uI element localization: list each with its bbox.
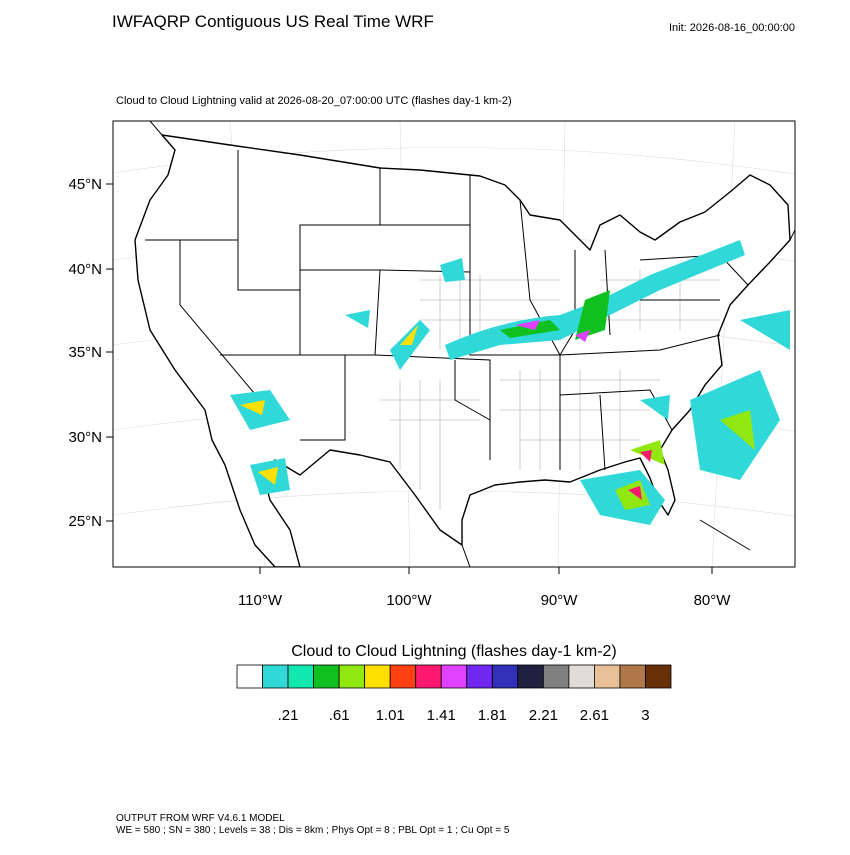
colorbar-swatch <box>645 664 672 689</box>
lat-label: 35°N <box>68 344 102 361</box>
colorbar-swatch <box>287 664 314 689</box>
colorbar-swatch <box>338 664 366 689</box>
colorbar-label: 1.01 <box>376 707 405 724</box>
colorbar-swatch <box>517 664 544 689</box>
colorbar-label: 2.21 <box>529 707 558 724</box>
colorbar-swatch <box>491 664 519 689</box>
lat-label: 30°N <box>68 429 102 446</box>
county-lines <box>380 270 720 510</box>
colorbar-swatch <box>568 664 595 689</box>
lightning-field <box>230 240 790 525</box>
lon-label: 100°W <box>386 592 432 609</box>
colorbar-label: .61 <box>329 707 350 724</box>
init-time: Init: 2026-08-16_00:00:00 <box>669 22 795 34</box>
lat-label: 45°N <box>68 176 102 193</box>
title: IWFAQRP Contiguous US Real Time WRF <box>112 12 434 31</box>
colorbar-label: 3 <box>641 707 649 724</box>
colorbar-swatch <box>364 664 391 689</box>
colorbar-swatch <box>594 664 621 689</box>
colorbar-labels: .21 .61 1.01 1.41 1.81 2.21 2.61 3 <box>278 707 650 724</box>
colorbar-swatch <box>415 664 442 689</box>
colorbar-swatch <box>619 664 646 689</box>
colorbar-swatch <box>262 664 289 689</box>
colorbar-swatch <box>542 664 570 689</box>
map-frame <box>112 120 796 568</box>
colorbar-swatch <box>466 664 493 689</box>
colorbar-swatch <box>236 664 263 689</box>
colorbar-swatch <box>313 664 340 689</box>
footer-line: WE = 580 ; SN = 380 ; Levels = 38 ; Dis … <box>116 825 510 836</box>
colorbar <box>236 664 672 689</box>
colorbar-label: 1.41 <box>427 707 456 724</box>
colorbar-label: 1.81 <box>478 707 507 724</box>
lon-label: 90°W <box>541 592 579 609</box>
subtitle: Cloud to Cloud Lightning valid at 2026-0… <box>116 95 512 107</box>
map: 45°N 40°N 35°N 30°N 25°N 110°W 100°W 90°W 80°W <box>68 120 796 609</box>
colorbar-swatch <box>440 664 468 689</box>
colorbar-title: Cloud to Cloud Lightning (flashes day-1 … <box>291 643 617 660</box>
lat-label: 25°N <box>68 513 102 530</box>
colorbar-label: .21 <box>278 707 299 724</box>
colorbar-swatch <box>389 664 417 689</box>
footer-line: OUTPUT FROM WRF V4.6.1 MODEL <box>116 813 285 824</box>
lon-label: 80°W <box>694 592 732 609</box>
lon-label: 110°W <box>238 592 283 609</box>
lat-label: 40°N <box>68 261 102 278</box>
colorbar-label: 2.61 <box>580 707 609 724</box>
